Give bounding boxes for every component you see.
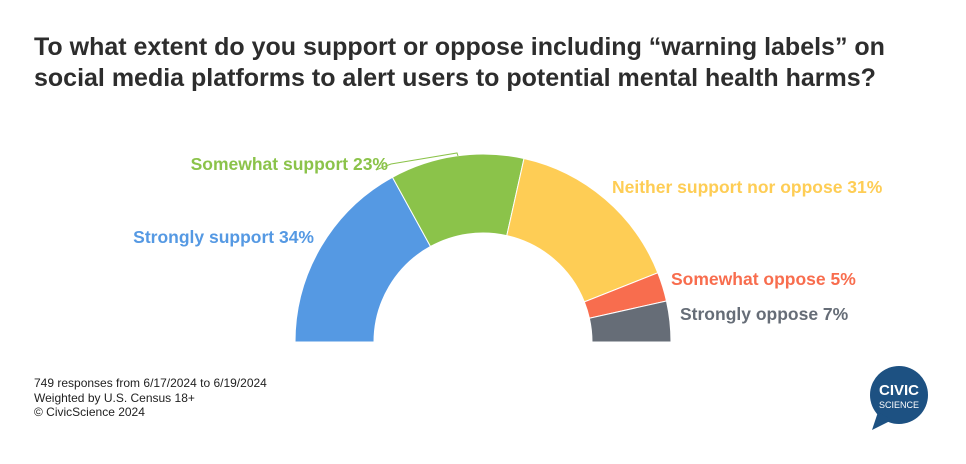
label-strongly-support: Strongly support 34%: [133, 227, 314, 247]
slices-group: [294, 153, 672, 343]
labels-group: Strongly support 34% Somewhat support 23%…: [133, 154, 883, 324]
label-somewhat-support: Somewhat support 23%: [191, 154, 389, 174]
label-neither-support-nor-oppose: Neither support nor oppose 31%: [612, 177, 883, 197]
chart-title: To what extent do you support or oppose …: [34, 33, 885, 92]
footer-notes: 749 responses from 6/17/2024 to 6/19/202…: [34, 376, 267, 420]
logo-circle: [870, 366, 928, 424]
footer-responses: 749 responses from 6/17/2024 to 6/19/202…: [34, 376, 267, 390]
leader-line-somewhat-support: [375, 152, 459, 171]
label-strongly-oppose: Strongly oppose 7%: [680, 304, 849, 324]
civicscience-logo: CIVIC SCIENCE: [870, 366, 928, 430]
footer-weighting: Weighted by U.S. Census 18+: [34, 390, 195, 405]
leader-lines-group: [375, 152, 459, 171]
logo-tail: [872, 412, 892, 430]
logo-text-science: SCIENCE: [879, 400, 919, 410]
logo-text-civic: CIVIC: [879, 382, 919, 399]
label-somewhat-oppose: Somewhat oppose 5%: [671, 269, 856, 289]
slice-strongly-oppose: [588, 300, 672, 343]
footer-copyright: © CivicScience 2024: [34, 405, 145, 419]
